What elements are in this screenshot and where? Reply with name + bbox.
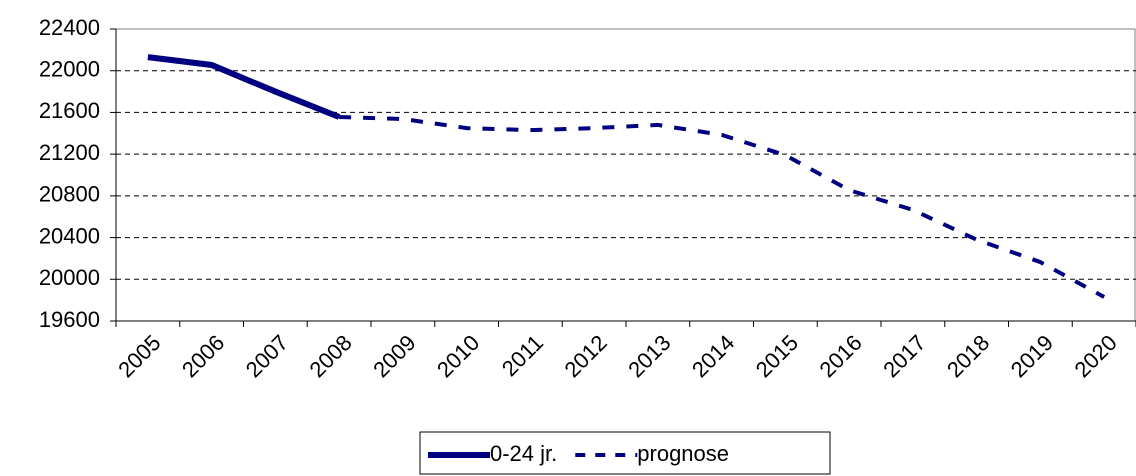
x-tick-label: 2015 [751,330,803,382]
y-tick-label: 21600 [39,98,100,123]
y-tick-label: 19600 [39,307,100,332]
x-tick-label: 2005 [113,330,165,382]
x-tick-label: 2012 [559,330,611,382]
x-tick-label: 2010 [432,330,484,382]
y-tick-label: 22400 [39,15,100,40]
series-line [147,54,341,120]
x-tick-label: 2006 [177,330,229,382]
y-tick-label: 21200 [39,140,100,165]
x-tick-label: 2014 [687,330,739,382]
y-tick-label: 20800 [39,182,100,207]
x-tick-label: 2007 [241,330,293,382]
legend: 0-24 jr. prognose [419,431,831,475]
x-tick-label: 2020 [1069,330,1121,382]
y-tick-label: 22000 [39,57,100,82]
x-tick-label: 2019 [1006,330,1058,382]
x-tick-label: 2018 [942,330,994,382]
legend-label: 0-24 jr. [490,441,557,466]
legend-label: prognose [637,441,729,466]
x-tick-label: 2016 [814,330,866,382]
x-tick-label: 2009 [368,330,420,382]
y-tick-label: 20400 [39,223,100,248]
series-line [339,115,1106,299]
x-tick-label: 2011 [497,330,548,381]
x-tick-label: 2008 [304,330,356,382]
plot-area [115,28,1136,322]
x-tick-label: 2017 [878,330,930,382]
x-tick-label: 2013 [623,330,675,382]
y-tick-label: 20000 [39,265,100,290]
